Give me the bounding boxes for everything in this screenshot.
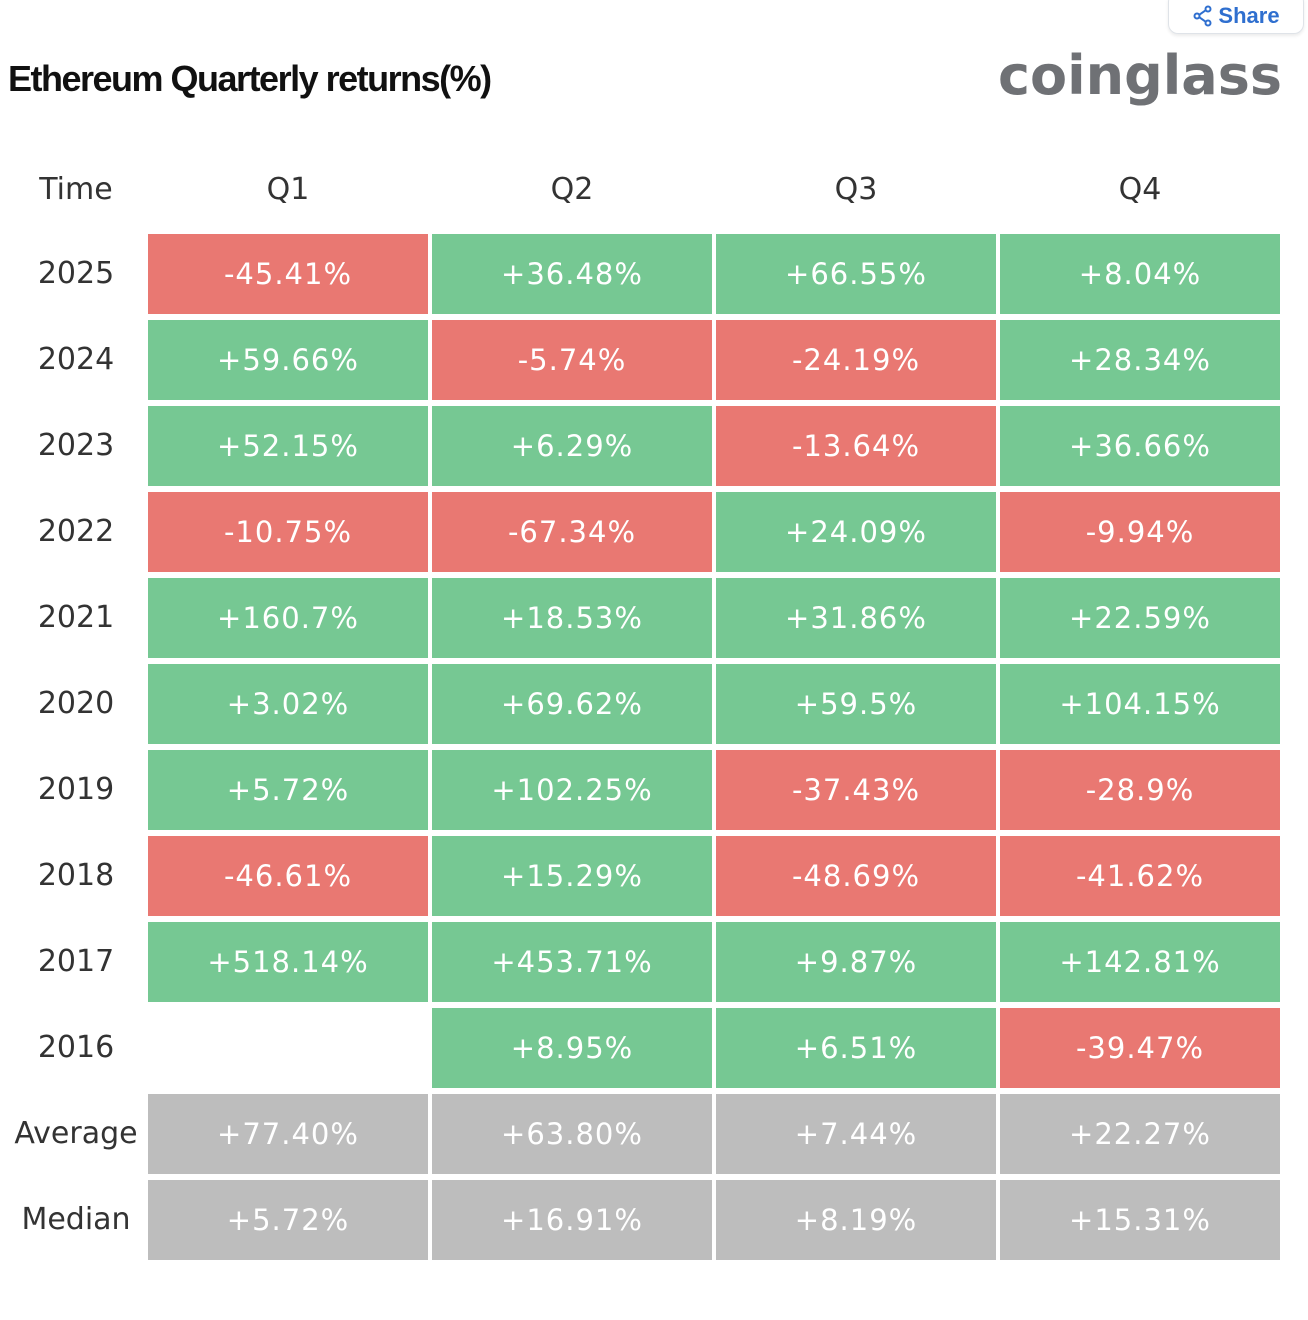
row-label: 2024	[37, 342, 115, 377]
summary-cell: +8.19%	[716, 1180, 996, 1260]
return-cell: +52.15%	[148, 406, 428, 486]
column-header-time: Time	[39, 172, 113, 207]
return-cell: +59.5%	[716, 664, 996, 744]
return-cell: +8.04%	[1000, 234, 1280, 314]
return-cell: +8.95%	[432, 1008, 712, 1088]
row-label: 2019	[37, 772, 115, 807]
row-label: 2018	[37, 858, 115, 893]
return-cell: +142.81%	[1000, 922, 1280, 1002]
row-label: 2025	[37, 256, 115, 291]
column-header-q2: Q2	[550, 172, 594, 207]
return-cell: +15.29%	[432, 836, 712, 916]
return-cell: +28.34%	[1000, 320, 1280, 400]
return-cell: +160.7%	[148, 578, 428, 658]
return-cell: -9.94%	[1000, 492, 1280, 572]
return-cell: -13.64%	[716, 406, 996, 486]
return-cell: +6.29%	[432, 406, 712, 486]
return-cell: +518.14%	[148, 922, 428, 1002]
return-cell: -45.41%	[148, 234, 428, 314]
column-header-q1: Q1	[266, 172, 310, 207]
return-cell: +18.53%	[432, 578, 712, 658]
return-cell: -24.19%	[716, 320, 996, 400]
return-cell: +36.66%	[1000, 406, 1280, 486]
summary-cell: +15.31%	[1000, 1180, 1280, 1260]
return-cell: +102.25%	[432, 750, 712, 830]
return-cell: +31.86%	[716, 578, 996, 658]
summary-cell: +77.40%	[148, 1094, 428, 1174]
summary-cell: +7.44%	[716, 1094, 996, 1174]
coinglass-logo: coinglass	[998, 44, 1282, 107]
return-cell: +24.09%	[716, 492, 996, 572]
return-cell: +36.48%	[432, 234, 712, 314]
row-label: 2022	[37, 514, 115, 549]
row-label: 2021	[37, 600, 115, 635]
return-cell: -5.74%	[432, 320, 712, 400]
summary-cell: +16.91%	[432, 1180, 712, 1260]
row-label: Average	[14, 1116, 138, 1151]
return-cell: -41.62%	[1000, 836, 1280, 916]
return-cell: -28.9%	[1000, 750, 1280, 830]
return-cell: +22.59%	[1000, 578, 1280, 658]
return-cell: +453.71%	[432, 922, 712, 1002]
row-label: Median	[21, 1202, 131, 1237]
return-cell: +66.55%	[716, 234, 996, 314]
return-cell: -46.61%	[148, 836, 428, 916]
return-cell: +104.15%	[1000, 664, 1280, 744]
return-cell: -48.69%	[716, 836, 996, 916]
chart-title: Ethereum Quarterly returns(%)	[8, 58, 492, 99]
share-label: Share	[1218, 3, 1280, 28]
return-cell: +5.72%	[148, 750, 428, 830]
column-header-q3: Q3	[834, 172, 878, 207]
row-label: 2017	[37, 944, 115, 979]
summary-cell: +22.27%	[1000, 1094, 1280, 1174]
return-cell: +69.62%	[432, 664, 712, 744]
return-cell: -67.34%	[432, 492, 712, 572]
summary-cell: +5.72%	[148, 1180, 428, 1260]
share-button[interactable]: Share	[1168, 0, 1304, 34]
row-label: 2023	[37, 428, 115, 463]
return-cell: +6.51%	[716, 1008, 996, 1088]
return-cell: +3.02%	[148, 664, 428, 744]
column-header-q4: Q4	[1118, 172, 1162, 207]
return-cell: -37.43%	[716, 750, 996, 830]
return-cell: +9.87%	[716, 922, 996, 1002]
return-cell: -39.47%	[1000, 1008, 1280, 1088]
share-icon	[1193, 5, 1212, 27]
summary-cell: +63.80%	[432, 1094, 712, 1174]
row-label: 2016	[37, 1030, 115, 1065]
row-label: 2020	[37, 686, 115, 721]
return-cell: -10.75%	[148, 492, 428, 572]
return-cell: +59.66%	[148, 320, 428, 400]
